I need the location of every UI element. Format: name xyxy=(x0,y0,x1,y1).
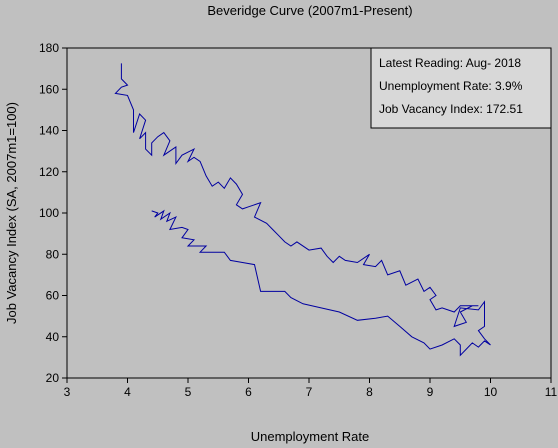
x-tick-label: 9 xyxy=(427,385,434,399)
y-tick-label: 40 xyxy=(46,330,60,344)
annotation-job-vacancy-index: Job Vacancy Index: 172.51 xyxy=(379,102,523,116)
annotation-background xyxy=(370,47,552,129)
x-tick-label: 3 xyxy=(64,385,71,399)
annotation-box: Latest Reading: Aug- 2018 Unemployment R… xyxy=(370,47,552,129)
y-tick-label: 100 xyxy=(39,206,59,220)
y-tick-label: 160 xyxy=(39,82,59,96)
y-tick-label: 60 xyxy=(46,289,60,303)
y-axis-label: Job Vacancy Index (SA, 2007m1=100) xyxy=(4,102,19,324)
x-tick-label: 10 xyxy=(484,385,498,399)
y-tick-label: 140 xyxy=(39,124,59,138)
y-tick-label: 80 xyxy=(46,247,60,261)
x-tick-label: 11 xyxy=(545,385,558,399)
annotation-unemployment-rate: Unemployment Rate: 3.9% xyxy=(379,79,523,93)
y-tick-label: 180 xyxy=(39,41,59,55)
x-tick-label: 7 xyxy=(306,385,313,399)
y-tick-label: 120 xyxy=(39,165,59,179)
y-tick-label: 20 xyxy=(46,371,60,385)
chart-title: Beveridge Curve (2007m1-Present) xyxy=(207,3,412,18)
x-axis-label: Unemployment Rate xyxy=(251,429,370,444)
y-axis: 20 40 60 80 100 120 140 160 180 xyxy=(39,41,67,385)
x-tick-label: 5 xyxy=(185,385,192,399)
x-tick-label: 4 xyxy=(124,385,131,399)
x-tick-label: 8 xyxy=(366,385,373,399)
series-line xyxy=(114,63,491,357)
annotation-latest-reading: Latest Reading: Aug- 2018 xyxy=(379,56,521,70)
x-tick-label: 6 xyxy=(245,385,252,399)
x-axis: 3 4 5 6 7 8 9 10 11 xyxy=(64,378,558,399)
